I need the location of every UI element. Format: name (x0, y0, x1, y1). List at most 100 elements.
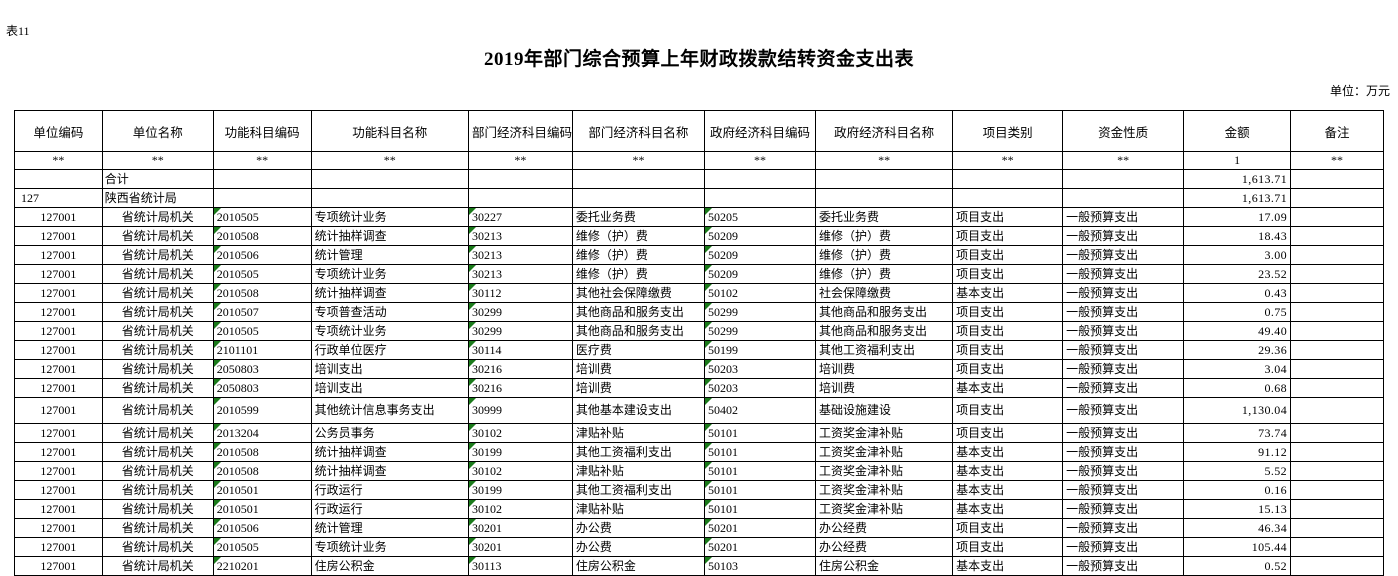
cell-gov-eco-name: 工资奖金津补贴 (814, 461, 954, 481)
table-row[interactable]: 127001 省统计局机关 2010507 专项普查活动 30299 其他商品和服务支出 5… (14, 302, 1384, 322)
colnum-gov-eco-name: ** (814, 151, 954, 170)
cell-fund-nature: 一般预算支出 (1062, 397, 1185, 424)
table-row[interactable]: 127001 省统计局机关 2050803 培训支出 30216 培训费 50203 培训费项… (14, 359, 1384, 379)
table-row[interactable]: 127001 省统计局机关 2010508 统计抽样调查 30112 其他社会保障缴费 50… (14, 283, 1384, 303)
cell-memo (1290, 537, 1384, 557)
cell-unit-name: 省统计局机关 (101, 283, 214, 303)
cell-memo (1290, 188, 1384, 208)
cell-unit-name: 合计 (101, 169, 214, 189)
cell-memo (1290, 340, 1384, 360)
cell-func-name: 其他统计信息事务支出 (310, 397, 469, 424)
cell-dept-eco-name (571, 169, 706, 189)
cell-unit-code: 127001 (14, 518, 103, 538)
cell-func-code: 2010508 (212, 226, 312, 246)
cell-dept-eco-code: 30213 (467, 264, 573, 284)
cell-func-code: 2010505 (212, 207, 312, 227)
table-row[interactable]: 127001 省统计局机关 2010599 其他统计信息事务支出 30999 其他基本建设… (14, 397, 1384, 424)
cell-unit-code: 127001 (14, 226, 103, 246)
table-row[interactable]: 127001 省统计局机关 2013204 公务员事务 30102 津贴补贴 50101 工资… (14, 423, 1384, 443)
cell-amount: 29.36 (1183, 340, 1292, 360)
cell-gov-eco-name: 维修（护）费 (814, 245, 954, 265)
cell-gov-eco-name: 其他工资福利支出 (814, 340, 954, 360)
cell-dept-eco-name: 津贴补贴 (571, 499, 706, 519)
cell-func-code: 2010508 (212, 461, 312, 481)
cell-memo (1290, 302, 1384, 322)
table-row[interactable]: 127001 省统计局机关 2210201 住房公积金 30113 住房公积金 50103 住… (14, 556, 1384, 576)
cell-func-name: 专项统计业务 (310, 264, 469, 284)
table-row[interactable]: 127001 省统计局机关 2050803 培训支出 30216 培训费 50203 培训费基… (14, 378, 1384, 398)
table-row[interactable]: 127001 省统计局机关 2010501 行政运行 30199 其他工资福利支出 5010… (14, 480, 1384, 500)
cell-gov-eco-name: 工资奖金津补贴 (814, 499, 954, 519)
cell-func-code: 2010508 (212, 283, 312, 303)
cell-gov-eco-name: 其他商品和服务支出 (814, 321, 954, 341)
colnum-item-type: ** (952, 151, 1064, 170)
cell-item-type: 基本支出 (952, 283, 1064, 303)
table-row[interactable]: 合计 1,613.71 (14, 169, 1384, 189)
cell-memo (1290, 518, 1384, 538)
header-memo: 备注 (1290, 110, 1384, 152)
table-row[interactable]: 127001 省统计局机关 2010505 专项统计业务 30299 其他商品和服务支出 5… (14, 321, 1384, 341)
cell-gov-eco-name: 办公经费 (814, 537, 954, 557)
cell-item-type: 基本支出 (952, 556, 1064, 576)
table-row[interactable]: 127 陕西省统计局 1,613.71 (14, 188, 1384, 208)
cell-func-code: 2010501 (212, 480, 312, 500)
cell-item-type: 项目支出 (952, 264, 1064, 284)
table-row[interactable]: 127001 省统计局机关 2010508 统计抽样调查 30102 津贴补贴 50101 工… (14, 461, 1384, 481)
cell-gov-eco-name: 培训费 (814, 359, 954, 379)
cell-unit-code: 127001 (14, 556, 103, 576)
cell-fund-nature: 一般预算支出 (1062, 264, 1185, 284)
table-row[interactable]: 127001 省统计局机关 2010505 专项统计业务 30227 委托业务费 50205… (14, 207, 1384, 227)
cell-dept-eco-code: 30216 (467, 378, 573, 398)
colnum-unit-code: ** (14, 151, 103, 170)
cell-memo (1290, 423, 1384, 443)
table-row[interactable]: 127001 省统计局机关 2010506 统计管理 30201 办公费 50201 办公经费… (14, 518, 1384, 538)
cell-memo (1290, 264, 1384, 284)
cell-memo (1290, 245, 1384, 265)
cell-gov-eco-code: 50102 (704, 283, 816, 303)
cell-func-code: 2010599 (212, 397, 312, 424)
cell-gov-eco-name (814, 169, 954, 189)
cell-gov-eco-code: 50201 (704, 537, 816, 557)
table-row[interactable]: 127001 省统计局机关 2010505 专项统计业务 30201 办公费 50201 办公… (14, 537, 1384, 557)
table-row[interactable]: 127001 省统计局机关 2010501 行政运行 30102 津贴补贴 50101 工资奖… (14, 499, 1384, 519)
cell-memo (1290, 283, 1384, 303)
header-func-name: 功能科目名称 (310, 110, 469, 152)
colnum-dept-eco-code: ** (467, 151, 573, 170)
cell-gov-eco-code: 50101 (704, 423, 816, 443)
cell-memo (1290, 499, 1384, 519)
table-row[interactable]: 127001 省统计局机关 2010506 统计管理 30213 维修（护）费 50209 维… (14, 245, 1384, 265)
page-title: 2019年部门综合预算上年财政拨款结转资金支出表 (483, 49, 914, 70)
cell-item-type: 基本支出 (952, 499, 1064, 519)
cell-gov-eco-code: 50209 (704, 245, 816, 265)
cell-unit-name: 省统计局机关 (101, 245, 214, 265)
colnum-amount: 1 (1183, 151, 1292, 170)
cell-fund-nature: 一般预算支出 (1062, 283, 1185, 303)
cell-gov-eco-code: 50299 (704, 321, 816, 341)
cell-fund-nature (1062, 169, 1185, 189)
table-row[interactable]: 127001 省统计局机关 2010508 统计抽样调查 30199 其他工资福利支出 50… (14, 442, 1384, 462)
cell-amount: 105.44 (1183, 537, 1292, 557)
cell-gov-eco-name: 工资奖金津补贴 (814, 442, 954, 462)
table-row[interactable]: 127001 省统计局机关 2010505 专项统计业务 30213 维修（护）费 5020… (14, 264, 1384, 284)
table-header: 单位编码 单位名称 功能科目编码 功能科目名称 部门经济科目编码 部门经济科目名… (14, 110, 1384, 170)
cell-gov-eco-name: 其他商品和服务支出 (814, 302, 954, 322)
cell-func-code: 2050803 (212, 378, 312, 398)
table-row[interactable]: 127001 省统计局机关 2010508 统计抽样调查 30213 维修（护）费 5020… (14, 226, 1384, 246)
cell-amount: 1,613.71 (1183, 188, 1292, 208)
cell-func-name: 专项普查活动 (310, 302, 469, 322)
cell-memo (1290, 556, 1384, 576)
cell-func-name (310, 169, 469, 189)
cell-item-type: 基本支出 (952, 378, 1064, 398)
cell-gov-eco-code: 50101 (704, 442, 816, 462)
cell-dept-eco-code: 30102 (467, 499, 573, 519)
cell-func-name: 行政运行 (310, 480, 469, 500)
cell-fund-nature: 一般预算支出 (1062, 423, 1185, 443)
cell-gov-eco-code: 50101 (704, 480, 816, 500)
cell-item-type (952, 188, 1064, 208)
table-row[interactable]: 127001 省统计局机关 2101101 行政单位医疗 30114 医疗费 50199 其他… (14, 340, 1384, 360)
cell-gov-eco-name: 维修（护）费 (814, 226, 954, 246)
cell-func-code: 2010505 (212, 264, 312, 284)
cell-fund-nature: 一般预算支出 (1062, 245, 1185, 265)
colnum-unit-name: ** (101, 151, 214, 170)
cell-amount: 18.43 (1183, 226, 1292, 246)
